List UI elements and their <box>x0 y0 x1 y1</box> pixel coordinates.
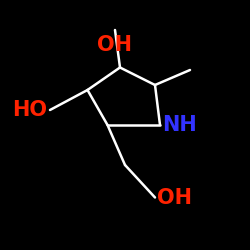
Text: HO: HO <box>12 100 48 120</box>
Text: OH: OH <box>158 188 192 208</box>
Text: NH: NH <box>162 115 197 135</box>
Text: OH: OH <box>98 35 132 55</box>
